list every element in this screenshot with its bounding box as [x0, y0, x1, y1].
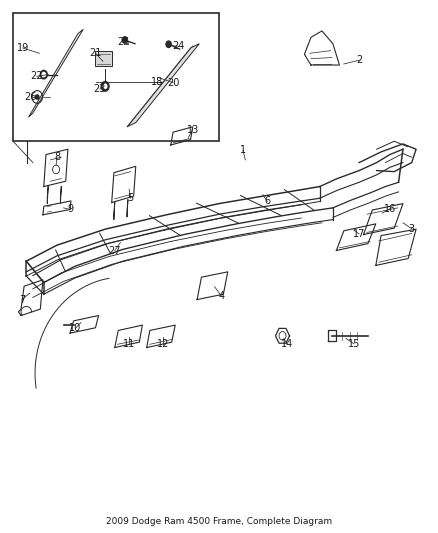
Text: 26: 26 — [25, 92, 37, 102]
Circle shape — [101, 82, 109, 91]
Text: 21: 21 — [89, 49, 102, 58]
Text: 25: 25 — [117, 37, 130, 46]
Circle shape — [40, 70, 47, 79]
Text: 18: 18 — [151, 77, 163, 86]
Circle shape — [35, 95, 39, 99]
Text: 22: 22 — [31, 71, 43, 81]
Polygon shape — [127, 44, 199, 127]
Text: 16: 16 — [384, 204, 396, 214]
Text: 13: 13 — [187, 125, 199, 134]
Circle shape — [103, 84, 107, 88]
Text: 2: 2 — [356, 55, 362, 65]
Text: 12: 12 — [157, 339, 169, 349]
Text: 19: 19 — [17, 43, 29, 53]
Text: 27: 27 — [109, 246, 121, 255]
Text: 23: 23 — [94, 84, 106, 94]
Bar — [95, 51, 112, 66]
Text: 4: 4 — [218, 291, 224, 301]
Text: 11: 11 — [123, 339, 135, 349]
Bar — [13, 13, 219, 141]
Text: 10: 10 — [69, 324, 81, 333]
Text: 9: 9 — [67, 205, 73, 214]
Text: 15: 15 — [348, 339, 360, 349]
Circle shape — [42, 72, 46, 77]
Text: 3: 3 — [409, 224, 415, 233]
Polygon shape — [28, 29, 83, 117]
Text: 6: 6 — [264, 197, 270, 206]
Text: 1: 1 — [240, 146, 246, 155]
Circle shape — [122, 37, 127, 43]
Circle shape — [166, 41, 171, 47]
Text: 17: 17 — [353, 229, 365, 239]
Text: 7: 7 — [19, 295, 25, 304]
Text: 8: 8 — [54, 152, 60, 161]
Text: 20: 20 — [167, 78, 179, 87]
Text: 14: 14 — [281, 339, 293, 349]
Text: 5: 5 — [127, 193, 134, 203]
Text: 24: 24 — [173, 42, 185, 51]
Text: 2009 Dodge Ram 4500 Frame, Complete Diagram: 2009 Dodge Ram 4500 Frame, Complete Diag… — [106, 517, 332, 526]
